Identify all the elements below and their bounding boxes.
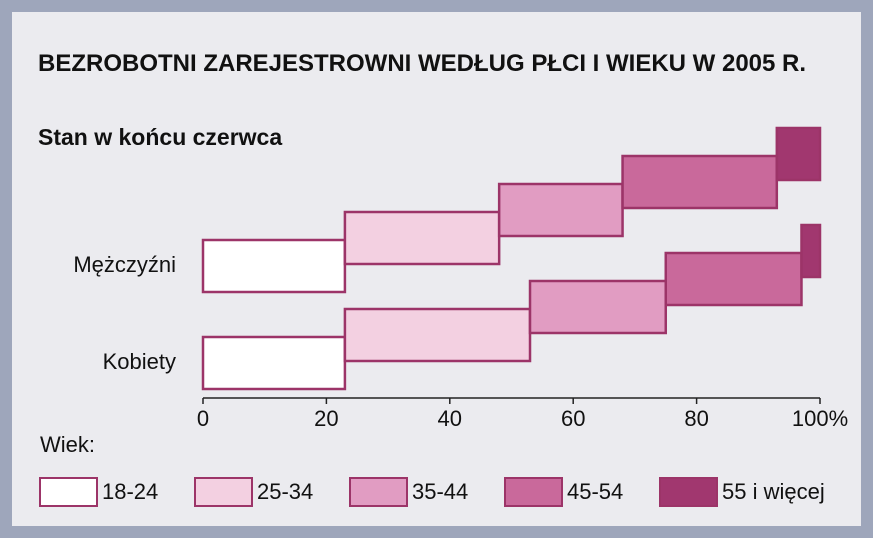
bar-segment — [664, 251, 803, 307]
bar-segment — [775, 126, 822, 182]
legend-label: 55 i więcej — [722, 479, 825, 504]
bar-segment — [201, 238, 347, 294]
legend-label: 25-34 — [257, 479, 313, 504]
legend-swatch — [39, 477, 98, 507]
legend-title: Wiek: — [40, 432, 95, 457]
chart-subtitle: Stan w końcu czerwca — [38, 124, 283, 150]
category-label: Mężczyźni — [73, 252, 176, 277]
bar-segment — [201, 335, 347, 391]
legend-swatch — [194, 477, 253, 507]
x-tick-label: 20 — [314, 406, 338, 431]
bar-segment — [497, 182, 624, 238]
x-tick-label: 0 — [197, 406, 209, 431]
bar-segment — [800, 223, 822, 279]
legend-swatch — [349, 477, 408, 507]
legend-swatch — [504, 477, 563, 507]
x-tick-label: 80 — [684, 406, 708, 431]
x-tick-label: 60 — [561, 406, 585, 431]
bar-segment — [528, 279, 668, 335]
legend-swatch — [659, 477, 718, 507]
bar-segment — [343, 307, 532, 363]
bar-segment — [621, 154, 779, 210]
legend-label: 18-24 — [102, 479, 158, 504]
category-label: Kobiety — [103, 349, 176, 374]
bar-segment — [343, 210, 501, 266]
x-tick-label: 100% — [792, 406, 848, 431]
chart-title: BEZROBOTNI ZAREJESTROWNI WEDŁUG PŁCI I W… — [38, 50, 807, 77]
legend-label: 35-44 — [412, 479, 468, 504]
x-tick-label: 40 — [438, 406, 462, 431]
legend-label: 45-54 — [567, 479, 623, 504]
